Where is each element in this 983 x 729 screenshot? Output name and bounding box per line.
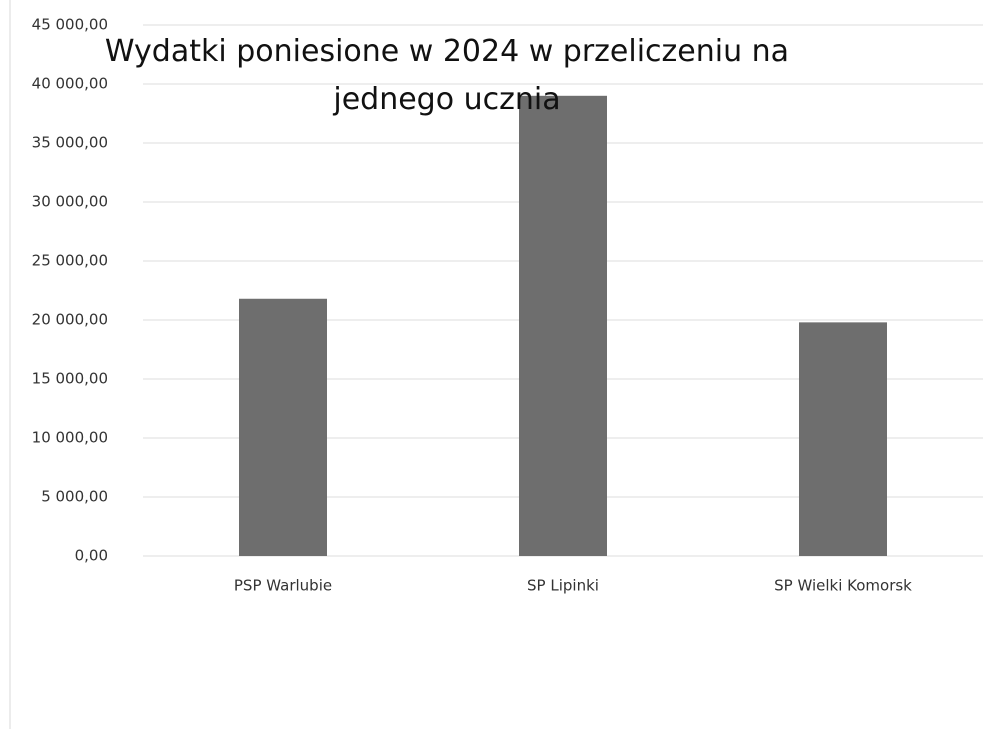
- y-tick-label: 25 000,00: [32, 252, 108, 270]
- y-tick-label: 45 000,00: [32, 16, 108, 34]
- y-tick-label: 5 000,00: [41, 488, 108, 506]
- bar: [519, 95, 607, 557]
- x-tick-label: PSP Warlubie: [234, 577, 332, 595]
- y-tick-label: 20 000,00: [32, 311, 108, 329]
- chart-title: Wydatki poniesione w 2024 w przeliczeniu…: [104, 34, 790, 117]
- y-tick-label: 10 000,00: [32, 429, 108, 447]
- x-tick-label: SP Wielki Komorsk: [774, 577, 912, 595]
- y-tick-label: 30 000,00: [32, 193, 108, 211]
- y-tick-label: 15 000,00: [32, 370, 108, 388]
- x-tick-label: SP Lipinki: [527, 577, 599, 595]
- bar: [239, 298, 327, 556]
- bar: [799, 322, 887, 556]
- y-tick-label: 35 000,00: [32, 134, 108, 152]
- y-tick-label: 40 000,00: [32, 75, 108, 93]
- y-tick-label: 0,00: [75, 547, 108, 565]
